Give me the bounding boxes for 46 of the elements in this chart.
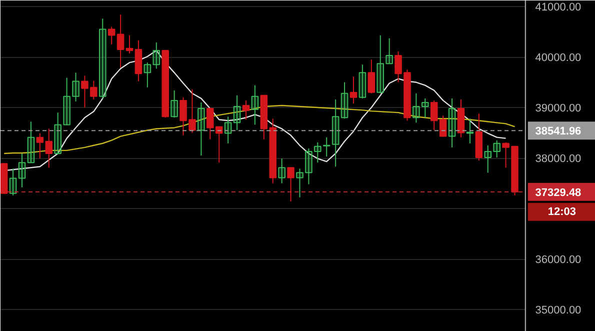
candlestick [98, 18, 106, 99]
candlestick [376, 34, 384, 94]
candlestick [126, 34, 134, 54]
y-tick-label: 36000.00 [535, 254, 582, 266]
candlestick [358, 64, 366, 99]
candlestick [322, 136, 330, 158]
candlestick [278, 158, 286, 184]
candlestick [332, 98, 340, 168]
candlestick [242, 100, 250, 120]
candlestick [224, 116, 232, 144]
text: 12:03 [548, 206, 576, 218]
candlestick [72, 72, 80, 102]
candlestick [198, 102, 205, 156]
candlestick [412, 92, 420, 124]
ref-line-label: 37329.48 [535, 186, 582, 199]
candlestick [233, 94, 241, 131]
y-tick-label: 40000.00 [535, 52, 582, 64]
candlestick [54, 112, 62, 155]
candlestick [27, 121, 35, 164]
y-tick-label: 35000.00 [535, 304, 582, 317]
candlestick [484, 144, 492, 174]
candlestick [466, 118, 474, 144]
candlestick [296, 168, 304, 198]
candlestick [422, 98, 429, 118]
candlestick [251, 84, 259, 126]
candlestick [340, 82, 348, 120]
candlestick [368, 59, 376, 94]
y-tick-label: 41000.00 [535, 2, 582, 14]
candlestick [9, 168, 17, 196]
candlestick [386, 38, 393, 65]
candlestick [18, 152, 26, 188]
y-tick-label: 38000.00 [535, 153, 582, 166]
candlestick [170, 90, 178, 118]
candlestick [108, 26, 116, 45]
candlestick [350, 76, 358, 104]
candlestick [287, 166, 294, 202]
candlestick [448, 98, 456, 148]
candlestick [63, 77, 70, 126]
candlestick [116, 14, 124, 68]
candlestick [493, 140, 500, 158]
candlestick [305, 148, 312, 185]
ref-line-label: 38541.96 [535, 126, 582, 138]
candlestick [144, 62, 152, 88]
candlestick [314, 142, 322, 164]
y-tick-label: 39000.00 [535, 102, 582, 115]
candlestick [152, 42, 160, 70]
